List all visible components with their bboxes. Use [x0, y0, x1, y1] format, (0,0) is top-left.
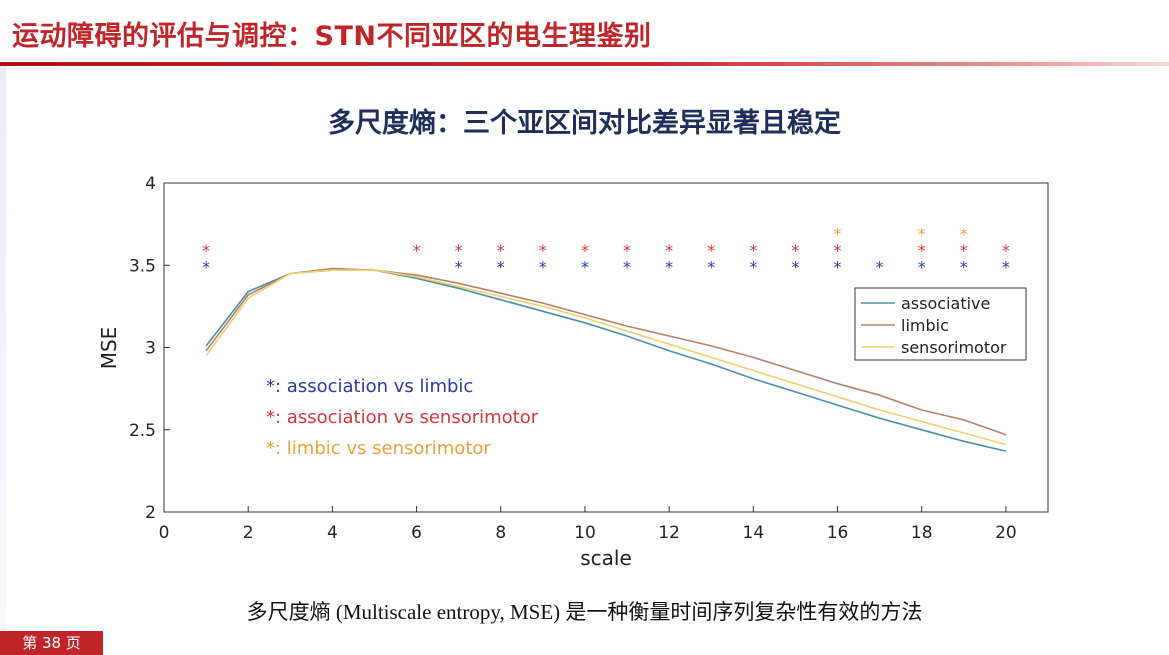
significance-star: *	[918, 257, 926, 276]
significance-star: *	[707, 241, 715, 260]
series-line-limbic	[205, 267, 1007, 436]
x-tick-label: 18	[911, 523, 933, 543]
legend: associative limbic sensorimotor	[854, 287, 1027, 361]
significance-star: *	[455, 241, 463, 260]
significance-star: *	[202, 257, 210, 276]
significance-star: *	[623, 241, 631, 260]
chart-title: 多尺度熵：三个亚区间对比差异显著且稳定	[328, 108, 841, 139]
significance-star: *	[623, 257, 631, 276]
x-tick-label: 14	[743, 523, 765, 543]
significance-star: *	[665, 257, 673, 276]
significance-annotation: *: association vs sensorimotor	[266, 407, 539, 428]
series-lines	[205, 267, 1007, 452]
x-tick-label: 0	[159, 523, 170, 543]
significance-star: *	[918, 224, 926, 243]
legend-entry: associative	[901, 294, 990, 313]
significance-star: *	[960, 257, 968, 276]
significance-annotation: *: association vs limbic	[266, 376, 473, 397]
x-tick-label: 6	[411, 523, 422, 543]
significance-star: *	[539, 257, 547, 276]
significance-star: *	[413, 241, 421, 260]
significance-star: *	[1002, 241, 1010, 260]
significance-star: *	[539, 241, 547, 260]
significance-star: *	[749, 257, 757, 276]
x-tick-label: 12	[658, 523, 680, 543]
significance-star: *	[834, 224, 842, 243]
significance-star: *	[960, 241, 968, 260]
x-tick-label: 10	[574, 523, 596, 543]
significance-star: *	[581, 241, 589, 260]
legend-entry: limbic	[901, 316, 949, 335]
slide-title: 运动障碍的评估与调控：STN不同亚区的电生理鉴别	[12, 21, 652, 52]
x-axis-label: scale	[580, 546, 632, 570]
series-line-sensorimotor	[205, 269, 1007, 446]
significance-star: *	[665, 241, 673, 260]
significance-star: *	[749, 241, 757, 260]
y-tick-label: 3.5	[129, 256, 156, 276]
significance-star: *	[497, 257, 505, 276]
y-tick-label: 4	[145, 174, 156, 194]
y-tick-label: 2.5	[129, 421, 156, 441]
x-tick-label: 20	[995, 523, 1017, 543]
significance-star: *	[876, 257, 884, 276]
significance-star: *	[1002, 257, 1010, 276]
y-tick-label: 2	[145, 503, 156, 523]
significance-markers: * * * * * * * * * * * * * * ** * * * * * * * * * * * * * ** * *	[202, 224, 1010, 276]
significance-annotations: *: association vs limbic *: association v…	[266, 376, 539, 459]
legend-entry: sensorimotor	[901, 338, 1007, 357]
x-tick-label: 4	[327, 523, 338, 543]
significance-star: *	[707, 257, 715, 276]
x-tick-label: 2	[243, 523, 254, 543]
slide-left-edge	[0, 66, 6, 631]
title-underline	[0, 62, 1169, 66]
y-tick-label: 3	[145, 339, 156, 359]
x-tick-label: 8	[495, 523, 506, 543]
page-number-badge: 第 38 页	[0, 631, 103, 655]
significance-star: *	[918, 241, 926, 260]
x-tick-label: 16	[827, 523, 849, 543]
significance-annotation: *: limbic vs sensorimotor	[266, 438, 491, 459]
significance-star: *	[497, 241, 505, 260]
significance-star: *	[202, 241, 210, 260]
significance-star: *	[791, 257, 799, 276]
y-axis-label: MSE	[97, 327, 121, 370]
significance-star: *	[834, 241, 842, 260]
caption: 多尺度熵 (Multiscale entropy, MSE) 是一种衡量时间序列…	[246, 600, 923, 624]
legend-box	[854, 287, 1027, 361]
significance-star: *	[455, 257, 463, 276]
significance-star: *	[960, 224, 968, 243]
significance-star: *	[791, 241, 799, 260]
significance-star: *	[581, 257, 589, 276]
significance-star: *	[834, 257, 842, 276]
